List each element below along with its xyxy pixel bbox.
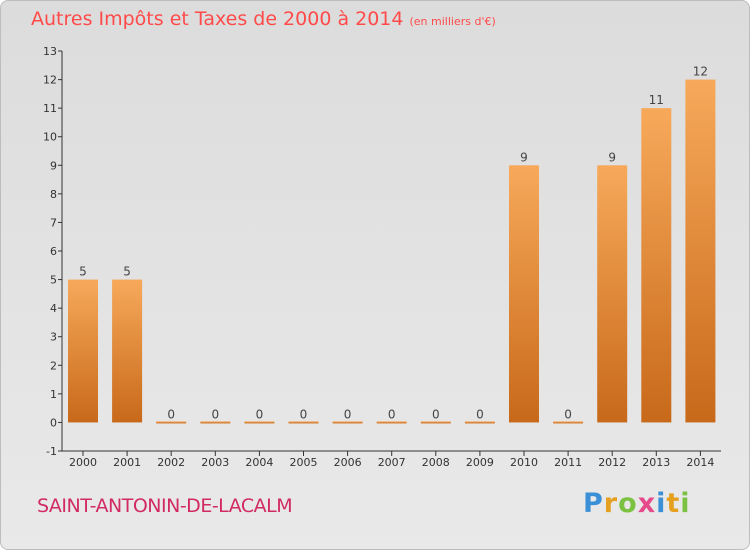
bar [200, 421, 231, 424]
title-line: Autres Impôts et Taxes de 2000 à 2014 (en… [31, 8, 496, 30]
y-tick-label: 10 [43, 131, 57, 144]
data-label: 5 [123, 265, 131, 279]
bar [597, 165, 628, 423]
bar [553, 421, 584, 424]
x-tick-label: 2013 [642, 456, 670, 469]
bar [112, 279, 143, 423]
data-label: 0 [388, 407, 396, 421]
y-tick-label: 3 [50, 331, 57, 344]
logo-letter: P [583, 488, 604, 519]
y-tick-label: 1 [50, 388, 57, 401]
x-tick-label: 2000 [69, 456, 97, 469]
bar [244, 421, 275, 424]
x-tick-label: 2005 [290, 456, 318, 469]
logo-letter: o [618, 488, 638, 519]
x-tick-label: 2002 [157, 456, 185, 469]
y-tick-label: 4 [50, 302, 57, 315]
data-label: 0 [300, 407, 308, 421]
y-tick-label: 2 [50, 359, 57, 372]
y-tick-label: 11 [43, 102, 57, 115]
bar [332, 421, 363, 424]
chart-unit: (en milliers d'€) [409, 15, 496, 28]
x-tick-label: 2011 [554, 456, 582, 469]
bar [420, 421, 451, 424]
bar [68, 279, 98, 423]
logo-letter: r [603, 488, 619, 519]
x-tick-label: 2001 [113, 456, 141, 469]
x-tick-label: 2003 [201, 456, 229, 469]
y-tick-label: 5 [50, 274, 57, 287]
data-label: 0 [432, 407, 440, 421]
bar [464, 421, 495, 424]
chart-title: Autres Impôts et Taxes de 2000 à 2014 [31, 8, 404, 30]
x-tick-label: 2008 [422, 456, 450, 469]
data-label: 0 [167, 407, 175, 421]
bar [376, 421, 407, 424]
x-tick-label: 2014 [686, 456, 714, 469]
data-label: 0 [564, 407, 572, 421]
bar [641, 108, 672, 423]
data-label: 0 [256, 407, 264, 421]
data-label: 0 [476, 407, 484, 421]
proxiti-logo: Proxiti [583, 488, 691, 519]
x-tick-label: 2004 [245, 456, 273, 469]
data-label: 9 [608, 150, 616, 164]
x-tick-label: 2010 [510, 456, 538, 469]
bar [509, 165, 539, 423]
y-tick-label: 9 [50, 159, 57, 172]
x-tick-label: 2007 [378, 456, 406, 469]
data-label: 12 [693, 65, 708, 79]
logo-letter: x [637, 488, 657, 519]
y-tick-label: 8 [50, 188, 57, 201]
bar [685, 79, 716, 423]
y-tick-label: 12 [43, 74, 57, 87]
bar [156, 421, 187, 424]
bar [288, 421, 319, 424]
y-tick-label: 13 [43, 45, 57, 58]
data-label: 0 [211, 407, 219, 421]
y-tick-label: 6 [50, 245, 57, 258]
x-tick-label: 2006 [334, 456, 362, 469]
data-label: 0 [344, 407, 352, 421]
data-label: 5 [79, 265, 87, 279]
commune-name: SAINT-ANTONIN-DE-LACALM [37, 495, 293, 517]
data-label: 9 [520, 150, 528, 164]
logo-letter: i [656, 488, 667, 519]
data-label: 11 [649, 93, 664, 107]
x-tick-label: 2009 [466, 456, 494, 469]
logo-letter: t [666, 488, 681, 519]
y-tick-label: 0 [50, 416, 57, 429]
y-tick-label: 7 [50, 216, 57, 229]
y-tick-label: -1 [46, 445, 57, 458]
logo-letter: i [680, 488, 691, 519]
x-tick-label: 2012 [598, 456, 626, 469]
